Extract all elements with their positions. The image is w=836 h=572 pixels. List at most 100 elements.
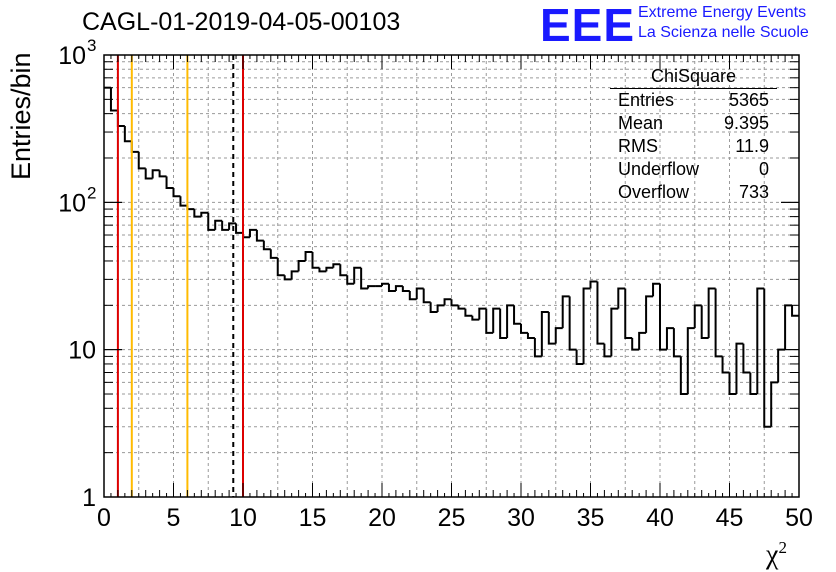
histogram-bin xyxy=(645,295,654,333)
histogram-bin xyxy=(770,381,779,427)
histogram-bin xyxy=(603,343,612,358)
x-tick-label: 35 xyxy=(577,504,605,532)
histogram-bin xyxy=(707,287,716,339)
histogram-bin xyxy=(547,312,556,345)
histogram-bin xyxy=(214,219,223,230)
histogram-bin xyxy=(429,302,438,314)
x-tick-label: 45 xyxy=(716,504,744,532)
histogram-bin xyxy=(665,327,674,350)
histogram-bin xyxy=(346,275,355,285)
chart-title: CAGL-01-2019-04-05-00103 xyxy=(82,8,401,36)
histogram-bin xyxy=(728,372,737,396)
y-tick-label: 10 xyxy=(58,189,86,217)
histogram-bin xyxy=(408,291,417,301)
histogram-bin xyxy=(513,305,521,325)
histogram-bin xyxy=(784,304,793,350)
x-tick-label: 25 xyxy=(438,504,466,532)
histogram-bin xyxy=(464,308,473,317)
logo-caption-line2: La Scienza nelle Scuole xyxy=(638,24,809,41)
histogram-bin xyxy=(360,267,369,290)
histogram-bin xyxy=(381,282,389,287)
stats-row: Underflow 0 xyxy=(610,158,777,181)
x-tick-label: 30 xyxy=(507,504,535,532)
histogram-bin xyxy=(179,196,188,207)
histogram-bin xyxy=(130,141,139,153)
histogram-bin xyxy=(686,327,695,395)
histogram-bin xyxy=(311,252,320,269)
x-tick-label: 20 xyxy=(368,504,396,532)
histogram-bin xyxy=(714,288,723,358)
histogram-bin xyxy=(679,356,688,396)
histogram-bin xyxy=(520,323,528,334)
histogram-bin xyxy=(422,288,431,304)
stats-value: 0 xyxy=(758,159,769,179)
histogram-bin xyxy=(269,249,278,259)
histogram-bin xyxy=(499,308,508,340)
histogram-bin xyxy=(318,267,327,273)
stats-row: Mean 9.395 xyxy=(610,112,777,135)
histogram-bin xyxy=(144,168,153,180)
stats-row: Overflow 733 xyxy=(610,181,777,204)
histogram-bin xyxy=(617,287,626,309)
histogram-bin xyxy=(540,311,549,357)
histogram-bin xyxy=(457,305,466,310)
histogram-bin xyxy=(228,222,237,230)
histogram-bin xyxy=(631,338,640,351)
histogram-bin xyxy=(672,328,681,358)
histogram-bin xyxy=(638,331,647,350)
histogram-bin xyxy=(109,87,118,112)
histogram-bin xyxy=(172,188,181,198)
histogram-bin xyxy=(756,287,765,395)
histogram-bin xyxy=(165,176,174,190)
histogram-bin xyxy=(478,307,487,320)
histogram-bin xyxy=(207,212,216,231)
histogram-bin xyxy=(325,266,334,272)
histogram-bin xyxy=(749,372,758,396)
eee-logo: EEE xyxy=(540,0,636,51)
histogram-bin xyxy=(221,220,230,231)
histogram-bin xyxy=(506,304,515,339)
y-tick-label: 1 xyxy=(82,484,96,512)
histogram-bin xyxy=(568,296,577,351)
x-tick-label: 40 xyxy=(646,504,674,532)
histogram-bin xyxy=(276,257,285,277)
stats-label: RMS xyxy=(618,136,658,156)
histogram-bin xyxy=(742,343,751,374)
histogram-bin xyxy=(123,125,132,143)
histogram-bin xyxy=(235,223,243,234)
stats-label: Overflow xyxy=(618,182,690,202)
histogram-bin xyxy=(735,342,744,395)
histogram-bin xyxy=(401,286,410,293)
y-tick-label: 10 xyxy=(58,42,86,70)
histogram-bin xyxy=(721,356,730,374)
logo-caption: Extreme Energy Events La Scienza nelle S… xyxy=(638,3,809,43)
histogram-bin xyxy=(387,283,396,293)
stats-label: Mean xyxy=(618,113,664,133)
histogram-bin xyxy=(443,298,452,306)
histogram-bin xyxy=(186,205,195,211)
histogram-bin xyxy=(248,228,257,238)
histogram-bin xyxy=(332,263,341,268)
stats-label: Entries xyxy=(618,90,675,110)
y-axis-label: Entries/bin xyxy=(6,52,36,180)
histogram-bin xyxy=(283,275,292,281)
histogram-bin xyxy=(116,110,125,127)
x-tick-label: 50 xyxy=(785,504,813,532)
histogram-bin xyxy=(589,280,598,289)
stats-row: Entries 5365 xyxy=(610,89,777,112)
stats-box: ChiSquare Entries 5365 Mean 9.395 RMS 11.9 … xyxy=(610,66,777,204)
histogram-bin xyxy=(526,332,535,340)
histogram-bin xyxy=(777,348,786,383)
histogram-bin xyxy=(652,282,660,297)
histogram-bin xyxy=(450,299,459,307)
histogram-bin xyxy=(492,307,501,333)
histogram-bin xyxy=(791,305,799,317)
histogram-bin xyxy=(158,170,167,178)
x-tick-label: 5 xyxy=(167,504,181,532)
histogram-bin xyxy=(137,151,146,170)
histogram-bin xyxy=(415,287,424,300)
histogram-bin xyxy=(290,270,299,280)
x-axis-label-symbol: χ xyxy=(766,539,779,571)
histogram-bin xyxy=(394,285,403,292)
